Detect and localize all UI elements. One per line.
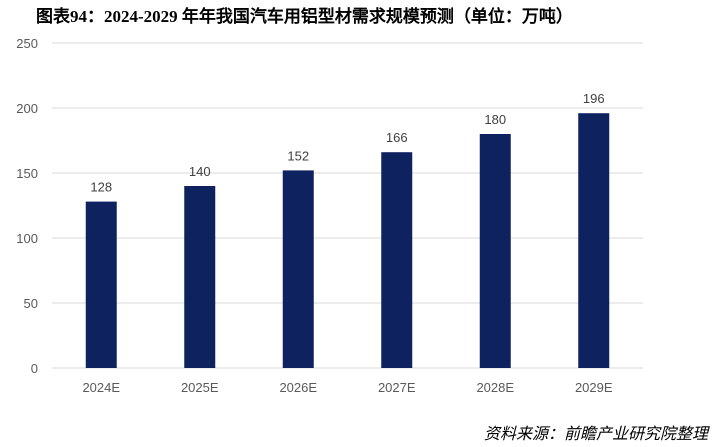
x-tick-label: 2025E bbox=[181, 380, 219, 395]
bar-2027E bbox=[381, 152, 413, 368]
data-label: 196 bbox=[583, 91, 605, 106]
y-tick-label: 250 bbox=[16, 36, 38, 51]
data-label: 166 bbox=[386, 130, 408, 145]
data-label: 152 bbox=[287, 148, 309, 163]
y-tick-label: 0 bbox=[31, 361, 38, 376]
data-label: 140 bbox=[189, 164, 211, 179]
bar-2026E bbox=[282, 170, 314, 368]
data-label: 180 bbox=[484, 112, 506, 127]
x-tick-label: 2027E bbox=[378, 380, 416, 395]
chart-title: 图表94：2024-2029 年年我国汽车用铝型材需求规模预测（单位：万吨） bbox=[36, 7, 573, 26]
y-tick-label: 50 bbox=[24, 296, 38, 311]
source-note: 资料来源：前瞻产业研究院整理 bbox=[483, 426, 708, 443]
x-tick-label: 2028E bbox=[476, 380, 514, 395]
x-tick-label: 2024E bbox=[82, 380, 120, 395]
data-label: 128 bbox=[90, 180, 112, 195]
bar-2029E bbox=[578, 113, 610, 368]
y-tick-label: 150 bbox=[16, 166, 38, 181]
bar-2028E bbox=[479, 134, 511, 368]
y-tick-label: 100 bbox=[16, 231, 38, 246]
bar-2024E bbox=[85, 201, 117, 368]
x-tick-label: 2029E bbox=[575, 380, 613, 395]
x-tick-label: 2026E bbox=[279, 380, 317, 395]
bar-2025E bbox=[184, 186, 216, 368]
y-tick-label: 200 bbox=[16, 101, 38, 116]
